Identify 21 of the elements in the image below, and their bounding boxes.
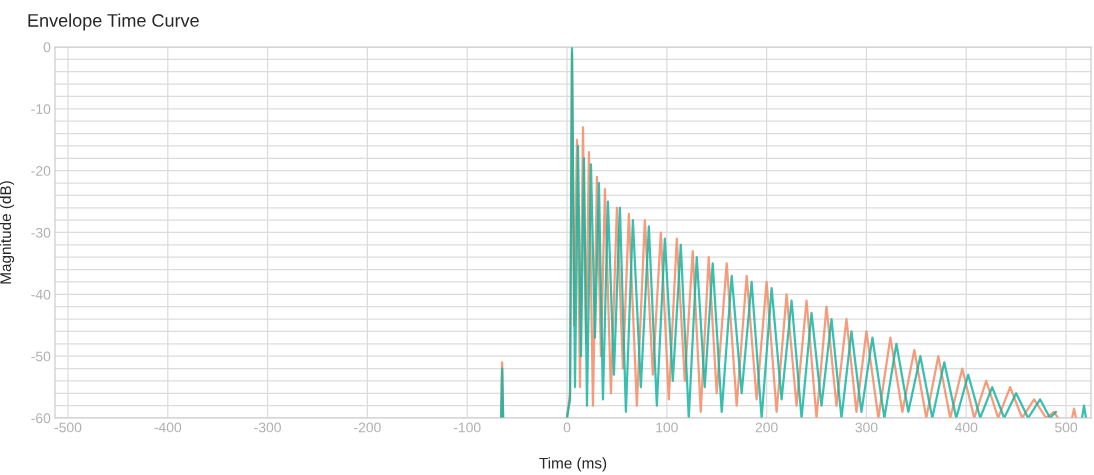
y-tick-label: -30 — [31, 227, 51, 238]
y-tick-label: -60 — [31, 413, 51, 424]
y-tick-label: -40 — [31, 289, 51, 300]
x-tick-label: 400 — [954, 422, 978, 433]
x-tick-label: -200 — [354, 422, 381, 433]
x-tick-label: 300 — [855, 422, 878, 433]
chart-title: Envelope Time Curve — [28, 13, 199, 31]
y-tick-label: 0 — [43, 42, 51, 53]
x-tick-label: 500 — [1055, 422, 1078, 433]
x-tick-label: -500 — [54, 422, 82, 433]
y-axis-title: Magnitude (dB) — [0, 181, 15, 284]
x-tick-label: -300 — [254, 422, 281, 433]
x-tick-label: 0 — [563, 422, 571, 433]
x-tick-label: 100 — [656, 422, 678, 433]
y-tick-label: -20 — [31, 166, 51, 176]
x-tick-label: -100 — [453, 422, 481, 433]
y-tick-label: -50 — [31, 351, 51, 362]
y-tick-label: -10 — [31, 104, 51, 114]
x-tick-label: -400 — [154, 422, 182, 433]
x-tick-label: 200 — [755, 422, 778, 433]
x-axis-title: Time (ms) — [539, 457, 607, 472]
